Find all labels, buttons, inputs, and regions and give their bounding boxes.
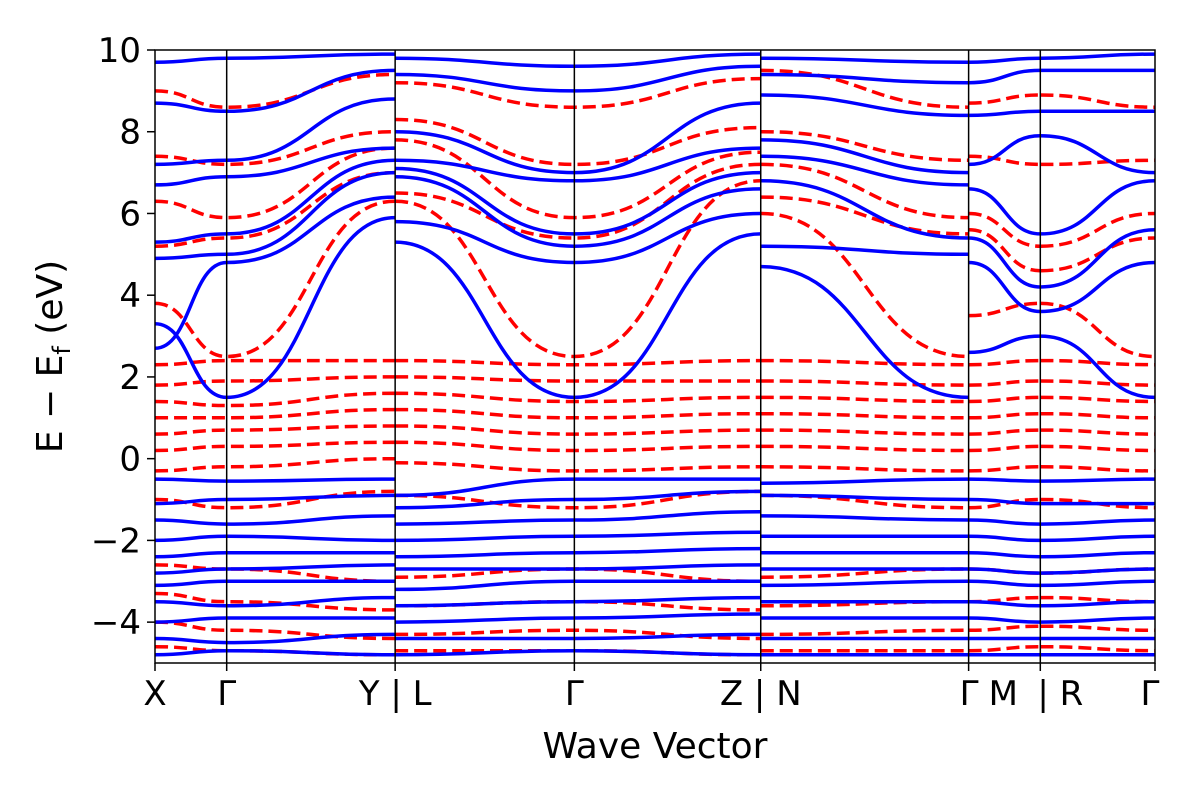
x-axis-label: Wave Vector — [543, 726, 768, 767]
x-tick-label: Γ — [565, 674, 584, 714]
y-axis-label-unit: (eV) — [30, 260, 71, 346]
y-tick-label: 4 — [119, 276, 141, 316]
y-axis-label-subscript: f — [48, 346, 76, 355]
high-symmetry-lines — [225, 50, 1042, 663]
y-axis: −4 −2 0 2 4 6 8 10 — [91, 31, 155, 643]
x-tick-label: Γ — [960, 674, 979, 714]
x-tick-label: M — [989, 674, 1018, 714]
y-tick-label: 2 — [119, 358, 141, 398]
y-axis-label-main: E − E — [30, 355, 71, 454]
y-tick-label: 0 — [119, 440, 141, 480]
dashed-band-3 — [155, 117, 1155, 167]
y-tick-label: 10 — [98, 31, 141, 71]
x-tick-label: | R — [1037, 674, 1083, 714]
x-tick-label: Y | L — [358, 674, 432, 714]
y-tick-label: −2 — [91, 521, 141, 561]
y-tick-label: −4 — [91, 603, 141, 643]
x-tick-label: X — [143, 674, 166, 714]
plot-area — [154, 49, 1156, 664]
x-tick-label: Γ — [217, 674, 236, 714]
plot-frame — [154, 49, 1156, 664]
y-axis-label: E − Ef (eV) — [30, 260, 76, 453]
y-tick-label: 8 — [119, 113, 141, 153]
dashed-band-1 — [155, 162, 1155, 273]
y-tick-label: 6 — [119, 194, 141, 234]
x-tick-label: Z | N — [720, 674, 802, 714]
x-tick-label: Γ — [1141, 674, 1160, 714]
